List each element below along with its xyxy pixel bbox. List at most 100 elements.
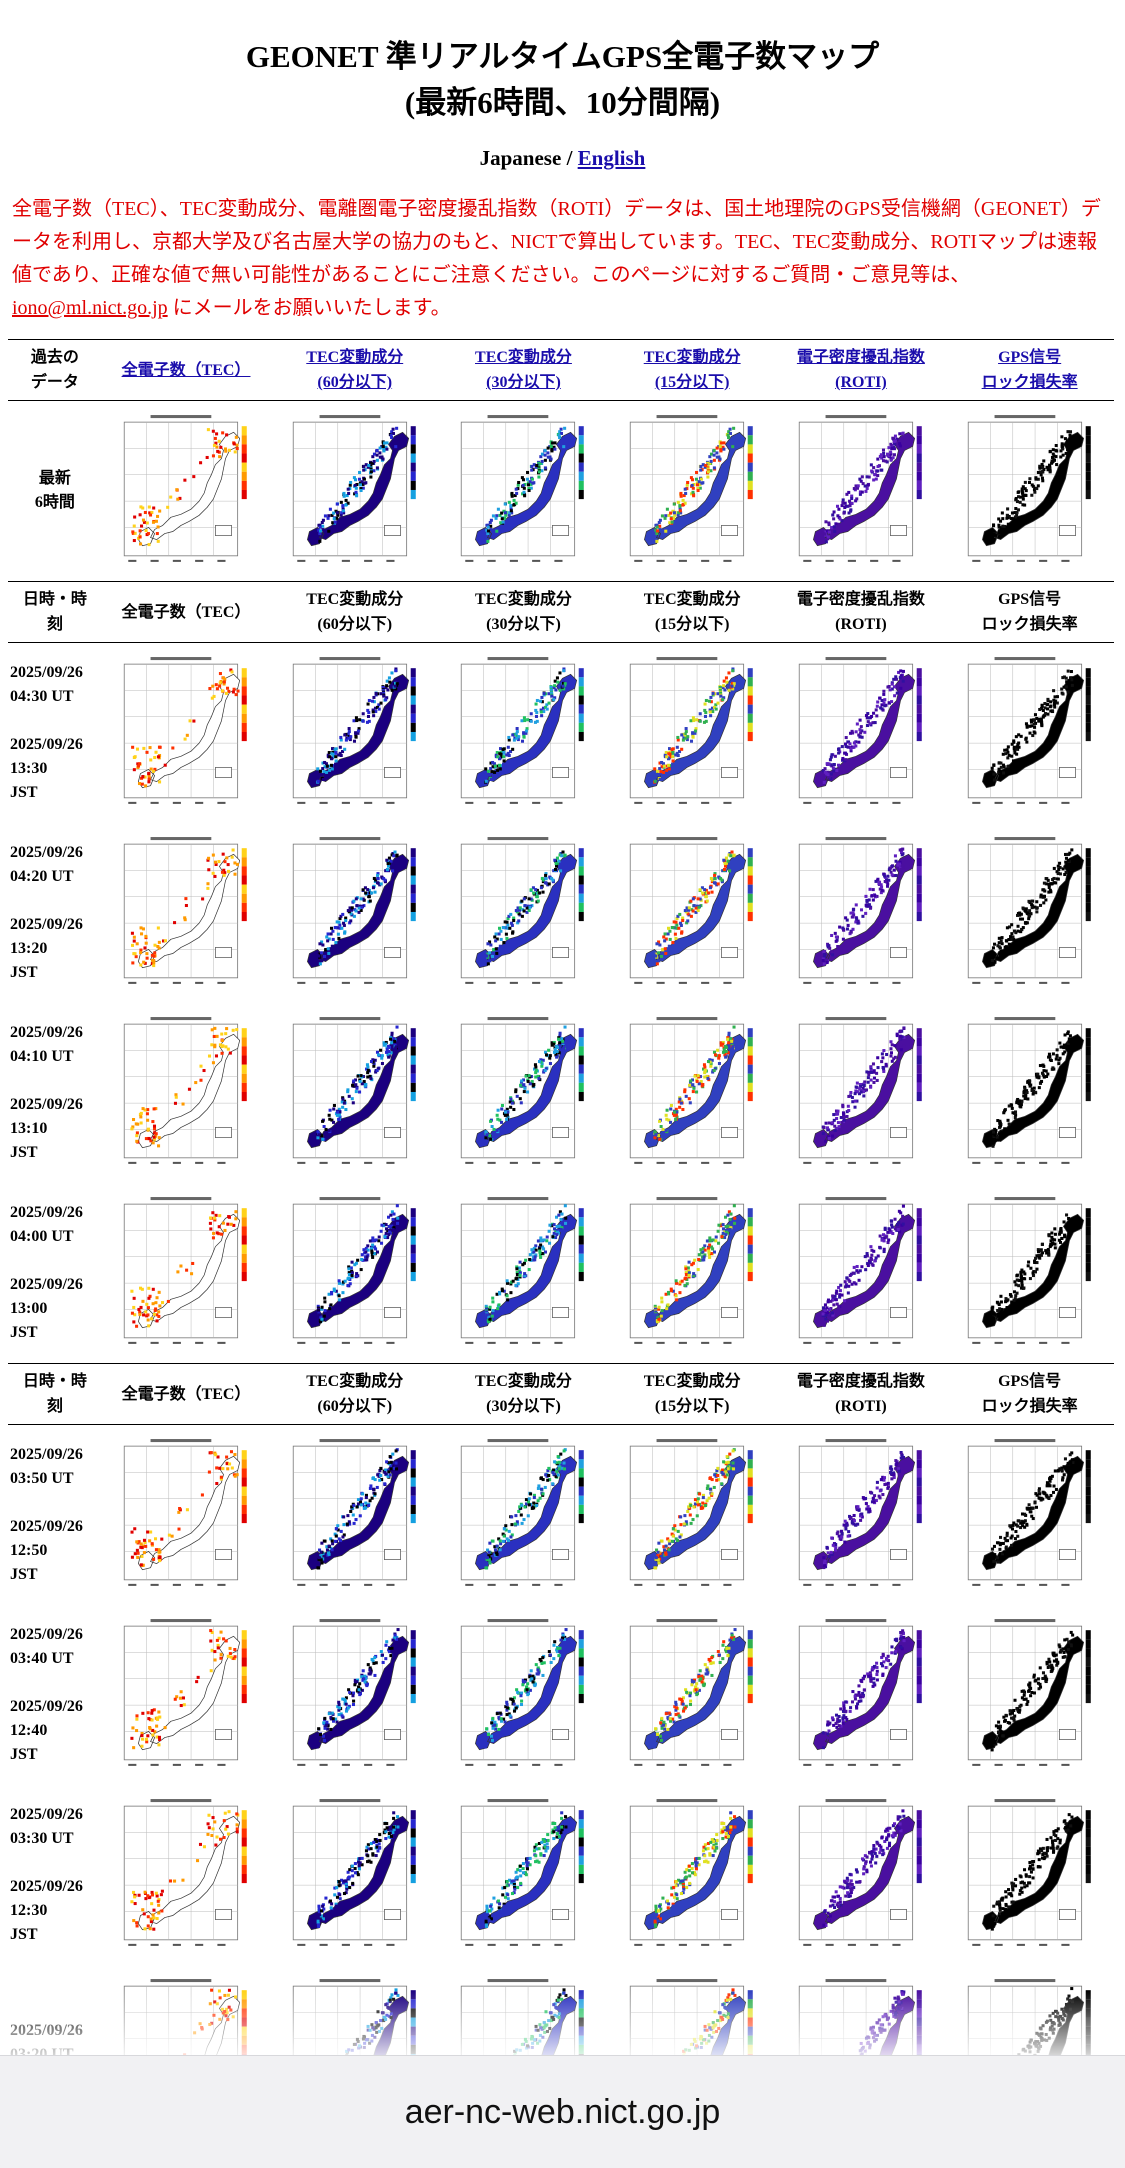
- dtec60-map-image[interactable]: [279, 654, 431, 812]
- tec-map-image[interactable]: [110, 412, 262, 570]
- lol-colorbar: [1085, 668, 1090, 741]
- jst-time: 13:30: [10, 757, 102, 781]
- dtec60-map-image[interactable]: [279, 412, 431, 570]
- jst-label: JST: [10, 1923, 102, 1947]
- lol-map-image[interactable]: [954, 1014, 1106, 1172]
- dtec60-colorbar: [410, 848, 415, 921]
- tec-map-image[interactable]: [110, 1616, 262, 1774]
- tec-map-image[interactable]: [110, 1796, 262, 1954]
- section-header-row-2-label: 日時・時刻: [8, 1364, 102, 1425]
- roti-map-image[interactable]: [785, 834, 937, 992]
- ut-time: 04:10 UT: [10, 1045, 102, 1069]
- column-link-tec[interactable]: 全電子数（TEC）: [102, 358, 271, 383]
- dtec60-map-image[interactable]: [279, 1436, 431, 1594]
- datetime-gap: [10, 709, 102, 733]
- roti-map-image[interactable]: [785, 1436, 937, 1594]
- map-cell-lol: [945, 1425, 1114, 1606]
- dtec15-colorbar: [748, 1208, 753, 1281]
- column-title-line2: (60分以下): [270, 612, 439, 637]
- tec-map-image[interactable]: [110, 1436, 262, 1594]
- top-header-row-col-dtec15: TEC変動成分(15分以下): [608, 340, 777, 401]
- dtec30-map-image[interactable]: [447, 1436, 599, 1594]
- lol-map-image[interactable]: [954, 1616, 1106, 1774]
- lol-map-image[interactable]: [954, 834, 1106, 992]
- dtec15-colorbar: [748, 668, 753, 741]
- lol-map-image[interactable]: [954, 1436, 1106, 1594]
- section-header-row-1-label: 日時・時刻: [8, 582, 102, 643]
- email-link[interactable]: iono@ml.nict.go.jp: [12, 297, 168, 319]
- roti-map-image[interactable]: [785, 412, 937, 570]
- datetime-gap: [10, 1671, 102, 1695]
- column-link-roti[interactable]: 電子密度擾乱指数(ROTI): [777, 345, 946, 395]
- column-link-dtec15[interactable]: TEC変動成分(15分以下): [608, 345, 777, 395]
- roti-map-image[interactable]: [785, 1796, 937, 1954]
- dtec60-map-image[interactable]: [279, 834, 431, 992]
- column-link-lol[interactable]: GPS信号ロック損失率: [945, 345, 1114, 395]
- jst-label: JST: [10, 1563, 102, 1587]
- dtec30-map-image[interactable]: [447, 412, 599, 570]
- lol-map-image[interactable]: [954, 654, 1106, 812]
- map-cell-lol: [945, 1605, 1114, 1785]
- map-cell-dtec60: [270, 401, 439, 582]
- column-link-dtec30[interactable]: TEC変動成分(30分以下): [439, 345, 608, 395]
- map-cell-dtec60: [270, 1605, 439, 1785]
- notice-tail: にメールをお願いいたします。: [168, 297, 451, 319]
- dtec15-map-image[interactable]: [616, 1796, 768, 1954]
- tec-map-image[interactable]: [110, 1014, 262, 1172]
- dtec15-map-image[interactable]: [616, 412, 768, 570]
- column-link-dtec60[interactable]: TEC変動成分(60分以下): [270, 345, 439, 395]
- dtec15-map-image[interactable]: [616, 1436, 768, 1594]
- browser-url-bar[interactable]: aer-nc-web.nict.go.jp: [0, 2055, 1125, 2168]
- map-cell-dtec15: [608, 401, 777, 582]
- english-link[interactable]: English: [578, 146, 646, 170]
- section-header-row-2-col-tec: 全電子数（TEC）: [102, 1364, 271, 1425]
- dtec30-map-image[interactable]: [447, 834, 599, 992]
- dtec30-map-image[interactable]: [447, 1796, 599, 1954]
- dtec60-map-image[interactable]: [279, 1616, 431, 1774]
- column-title-line2: (30分以下): [439, 1394, 608, 1419]
- ut-date: 2025/09/26: [10, 661, 102, 685]
- tec-map-image[interactable]: [110, 654, 262, 812]
- dtec15-map-image[interactable]: [616, 654, 768, 812]
- roti-colorbar: [917, 1450, 922, 1523]
- dtec30-map-image[interactable]: [447, 654, 599, 812]
- lol-map-image[interactable]: [954, 1796, 1106, 1954]
- dtec30-map-image[interactable]: [447, 1194, 599, 1352]
- tec-map-image[interactable]: [110, 1194, 262, 1352]
- column-title-line2: (ROTI): [777, 612, 946, 637]
- map-cell-dtec15: [608, 1003, 777, 1183]
- jst-time: 12:50: [10, 1539, 102, 1563]
- lang-current: Japanese: [480, 146, 562, 170]
- dtec60-map-image[interactable]: [279, 1014, 431, 1172]
- dtec30-map-image[interactable]: [447, 1616, 599, 1774]
- dtec15-map-image[interactable]: [616, 834, 768, 992]
- lol-map-image[interactable]: [954, 412, 1106, 570]
- datetime-gap: [10, 889, 102, 913]
- tec-map-image[interactable]: [110, 834, 262, 992]
- column-title-line2: (60分以下): [270, 370, 439, 395]
- lol-map-image[interactable]: [954, 1194, 1106, 1352]
- section-header-row-1-col-roti: 電子密度擾乱指数(ROTI): [777, 582, 946, 643]
- dtec15-map-image[interactable]: [616, 1014, 768, 1172]
- dtec15-colorbar: [748, 1028, 753, 1101]
- roti-map-image[interactable]: [785, 1616, 937, 1774]
- tec-colorbar: [242, 1810, 247, 1883]
- dtec30-map-image[interactable]: [447, 1014, 599, 1172]
- roti-map-image[interactable]: [785, 654, 937, 812]
- tec-colorbar: [242, 848, 247, 921]
- column-title-line1: TEC変動成分: [270, 345, 439, 370]
- scroll-fade: [0, 1990, 1125, 2056]
- roti-map-image[interactable]: [785, 1014, 937, 1172]
- roti-map-image[interactable]: [785, 1194, 937, 1352]
- map-cell-tec: [102, 823, 271, 1003]
- dtec60-map-image[interactable]: [279, 1796, 431, 1954]
- dtec15-map-image[interactable]: [616, 1194, 768, 1352]
- map-cell-tec: [102, 1003, 271, 1183]
- tec-colorbar: [242, 1208, 247, 1281]
- dtec60-colorbar: [410, 668, 415, 741]
- map-cell-tec: [102, 1785, 271, 1965]
- dtec15-map-image[interactable]: [616, 1616, 768, 1774]
- dtec60-map-image[interactable]: [279, 1194, 431, 1352]
- column-title-line1: GPS信号: [945, 1369, 1114, 1394]
